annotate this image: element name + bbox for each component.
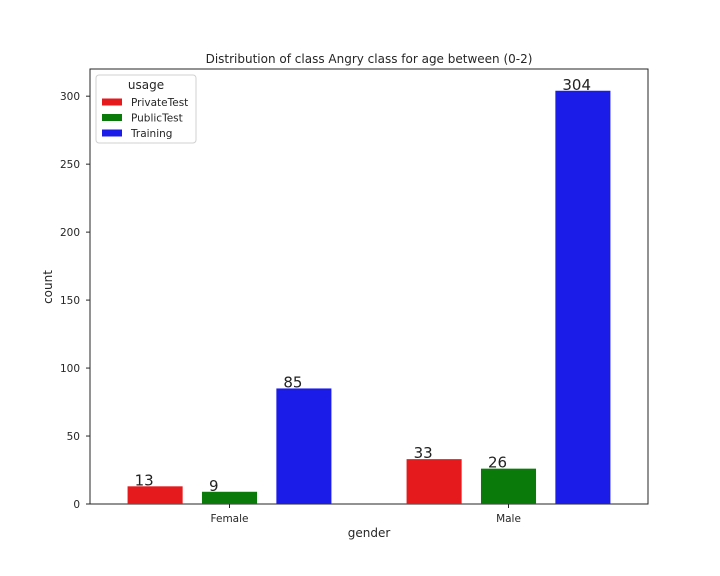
bar-publictest-male bbox=[480, 468, 537, 504]
y-tick-label: 150 bbox=[60, 295, 80, 307]
bar-value-label: 304 bbox=[562, 76, 591, 94]
bar-value-label: 13 bbox=[135, 471, 154, 489]
legend-swatch bbox=[102, 129, 122, 137]
legend-swatch bbox=[102, 98, 122, 106]
bar-publictest-female bbox=[201, 491, 258, 504]
y-tick-label: 50 bbox=[67, 431, 80, 443]
legend-entry-label: PrivateTest bbox=[131, 97, 188, 109]
bars-group bbox=[127, 90, 611, 504]
legend-title: usage bbox=[128, 78, 164, 92]
legend-swatch bbox=[102, 114, 122, 121]
x-tick-label: Male bbox=[496, 513, 521, 525]
y-tick-label: 200 bbox=[60, 227, 80, 239]
x-axis-label: gender bbox=[348, 526, 391, 540]
bar-value-label: 85 bbox=[283, 373, 302, 391]
bar-privatetest-male bbox=[406, 459, 462, 504]
y-tick-label: 300 bbox=[60, 91, 80, 103]
y-axis-label: count bbox=[41, 270, 55, 304]
bar-labels-group: 13 9 85 33 26 304 bbox=[135, 76, 591, 495]
y-tick-label: 0 bbox=[73, 499, 80, 511]
x-axis: Female Male bbox=[211, 504, 521, 525]
bar-value-label: 9 bbox=[209, 477, 219, 495]
bar-privatetest-female bbox=[127, 486, 183, 504]
x-tick-label: Female bbox=[211, 513, 249, 525]
y-axis: 0 50 100 150 200 250 300 bbox=[60, 91, 90, 511]
legend-entry-label: PublicTest bbox=[131, 113, 183, 125]
legend: usage PrivateTest PublicTest Training bbox=[95, 74, 197, 144]
bar-training-male bbox=[555, 90, 611, 504]
chart-title: Distribution of class Angry class for ag… bbox=[206, 52, 533, 66]
y-tick-label: 250 bbox=[60, 159, 80, 171]
bar-value-label: 26 bbox=[488, 454, 507, 472]
y-tick-label: 100 bbox=[60, 363, 80, 375]
bar-training-female bbox=[276, 388, 332, 504]
legend-box bbox=[95, 74, 197, 144]
legend-entry-label: Training bbox=[130, 128, 172, 140]
bar-value-label: 33 bbox=[414, 444, 433, 462]
